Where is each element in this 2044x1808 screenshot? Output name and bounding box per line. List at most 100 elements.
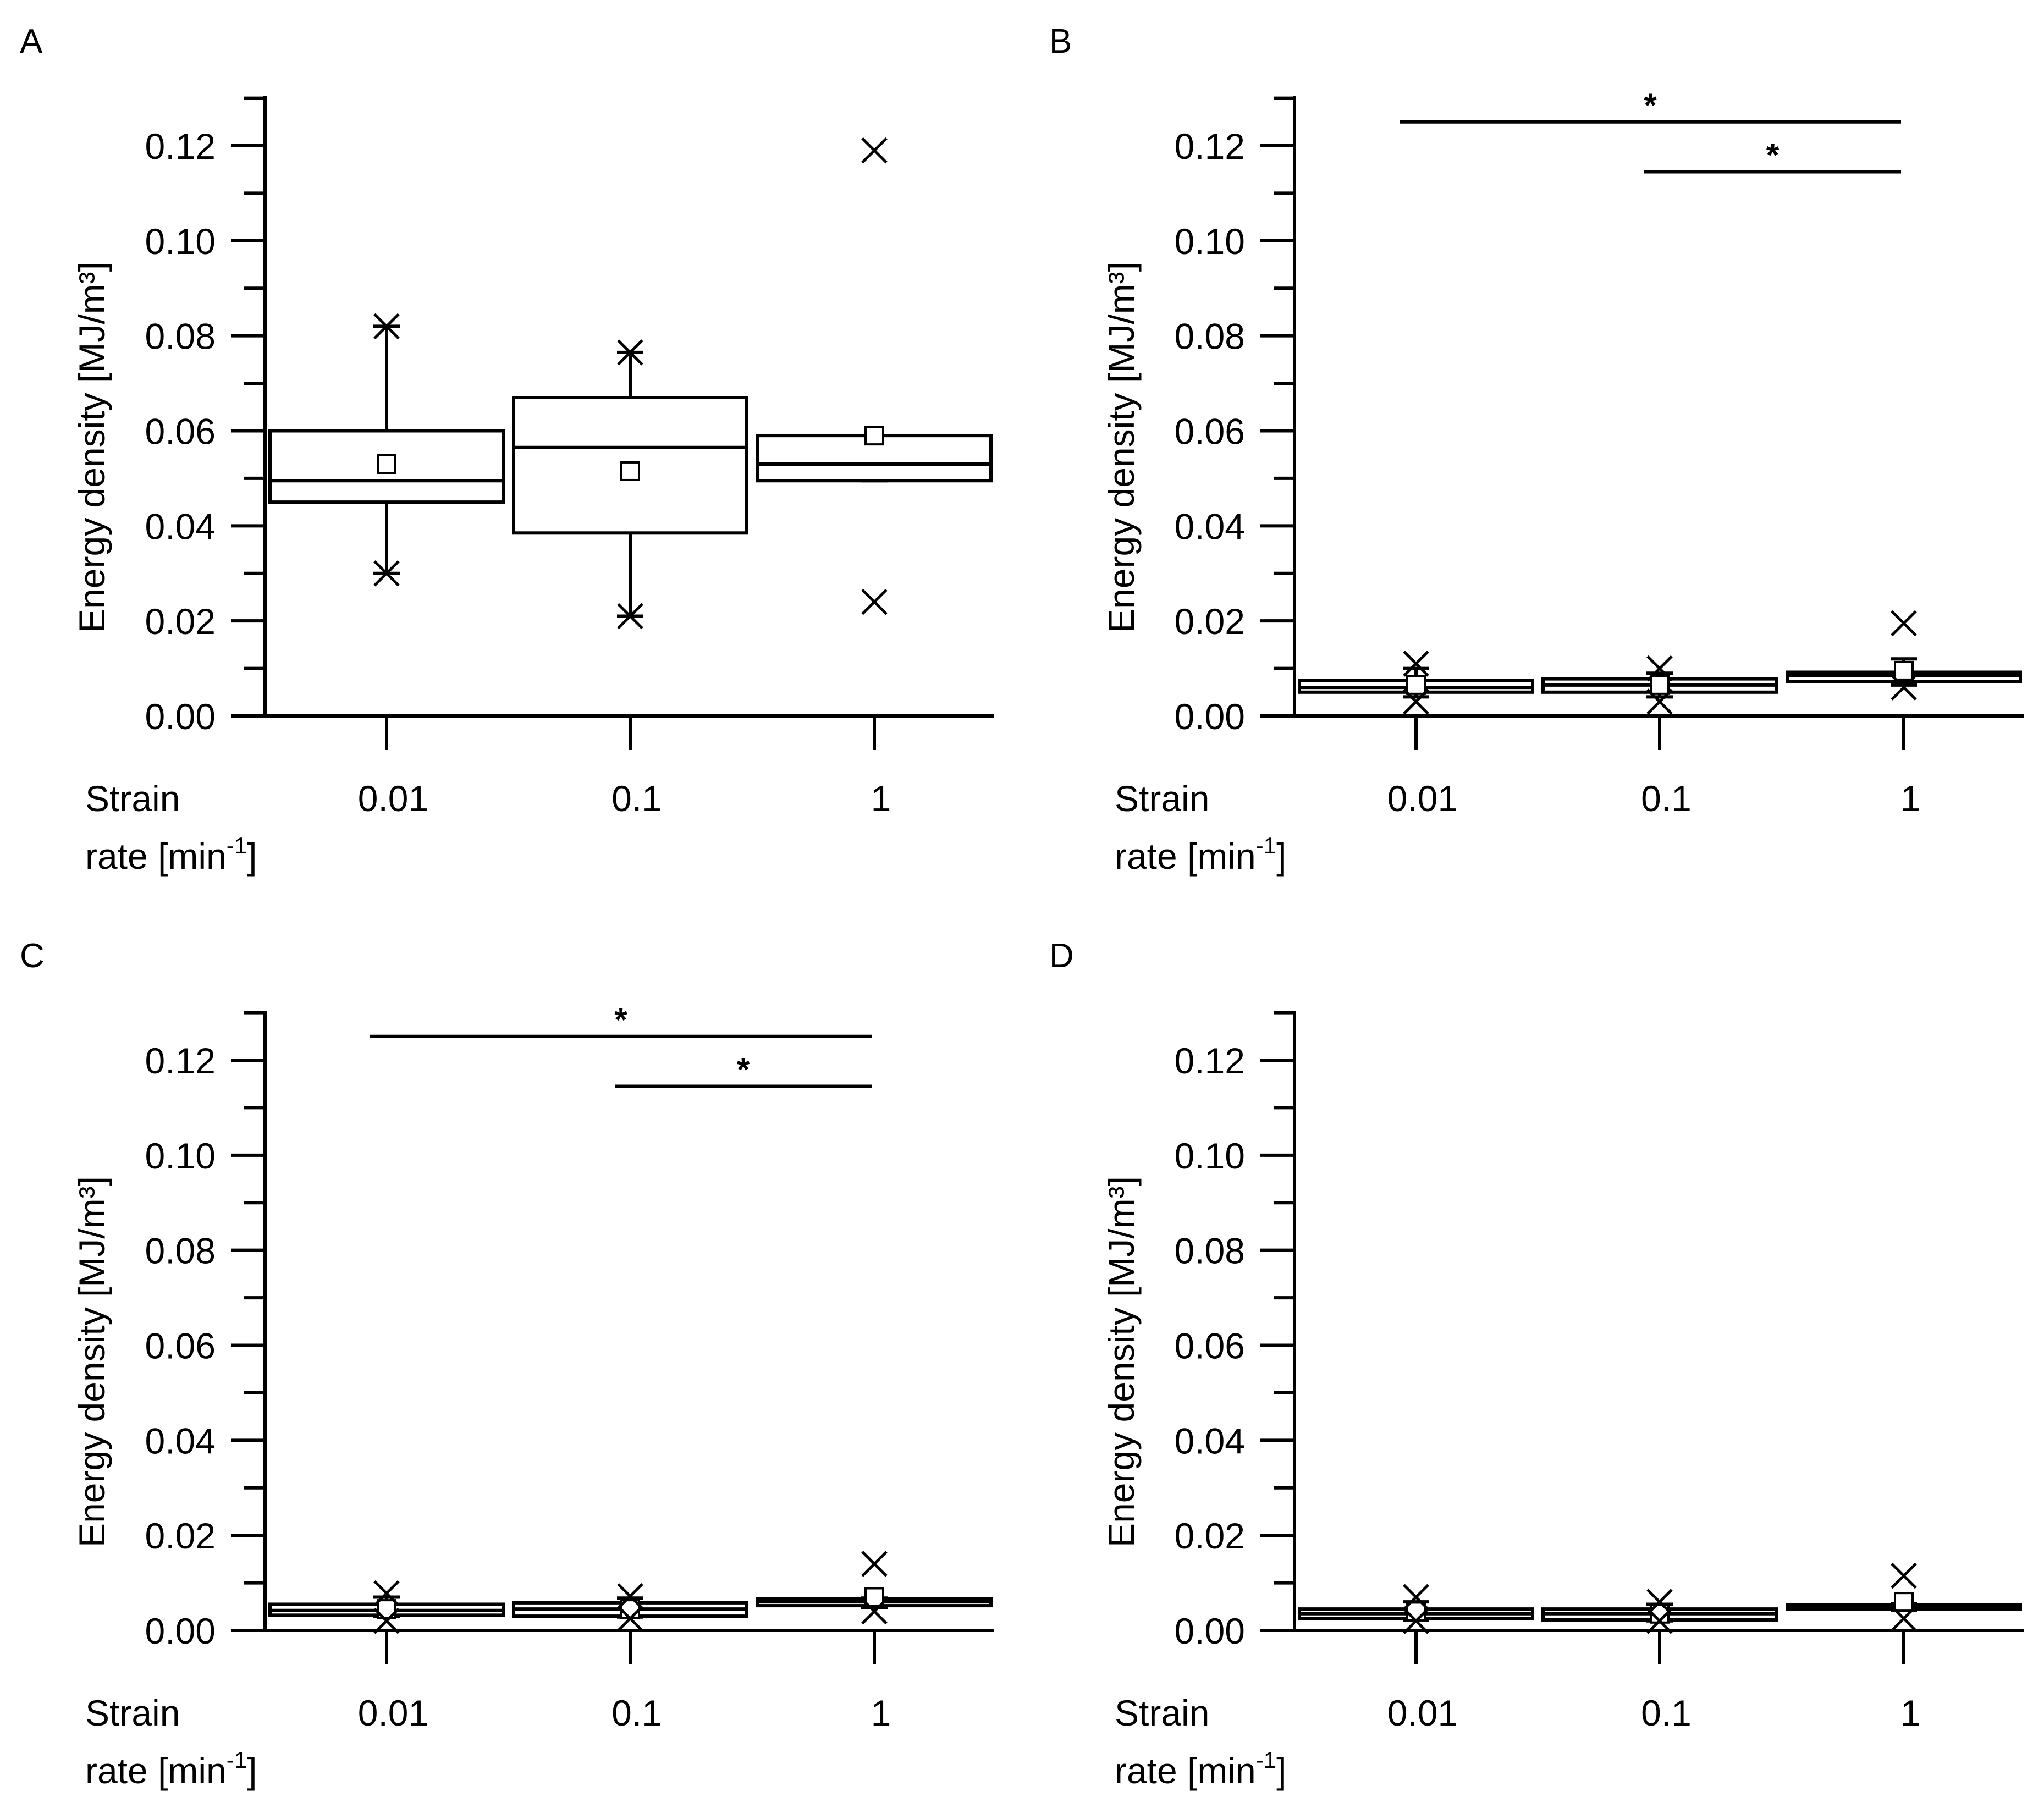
x-tick-label: 0.1 — [1641, 1693, 1692, 1733]
y-tick-label: 0.08 — [1175, 1231, 1245, 1271]
outlier-marker — [373, 313, 400, 340]
box-group-0.01 — [1298, 651, 1534, 715]
y-tick-label: 0.08 — [145, 316, 216, 357]
outlier-stroke — [1646, 688, 1673, 715]
panel-c: C 0.00 0.02 0.04 0.06 0.08 0.10 0.12 Energy dens… — [20, 937, 994, 1791]
x-tick-label: 0.01 — [1387, 1693, 1458, 1733]
mean-marker — [1406, 675, 1426, 695]
x-tick-label: 0.1 — [1641, 778, 1692, 819]
outlier-marker — [1646, 655, 1673, 682]
y-tick-label: 0.06 — [1175, 1326, 1245, 1366]
mean-marker — [620, 461, 640, 481]
y-tick-label: 0.00 — [145, 1611, 216, 1651]
x-tick-label: 1 — [871, 1693, 891, 1733]
outlier-stroke — [373, 560, 400, 587]
significance-star: * — [1766, 137, 1779, 174]
mean-marker — [864, 426, 884, 446]
y-tick-label: 0.04 — [145, 1420, 216, 1461]
outlier-marker — [1891, 1605, 1917, 1632]
box-group-0.01 — [268, 313, 505, 587]
y-axis-title: Energy density [MJ/m³] — [1101, 262, 1142, 633]
box-group-0.01 — [1298, 1584, 1534, 1634]
x-axis-title-bracket: ] — [1276, 1750, 1286, 1791]
x-tick-label: 0.01 — [358, 778, 428, 819]
y-axis-title: Energy density [MJ/m³] — [71, 1176, 112, 1547]
mean-marker — [1650, 675, 1670, 695]
outlier-stroke — [1403, 688, 1429, 715]
outlier-stroke — [1891, 674, 1917, 701]
y-tick-label: 0.10 — [145, 1135, 216, 1176]
outlier-stroke — [1403, 651, 1429, 677]
x-axis-title-bracket: ] — [1276, 836, 1286, 877]
significance-star: * — [614, 1001, 627, 1038]
outlier-stroke — [861, 1598, 888, 1625]
outlier-marker — [1403, 688, 1429, 715]
box-group-0.1 — [512, 1583, 748, 1632]
outlier-stroke — [861, 137, 888, 164]
outlier-marker — [861, 588, 888, 615]
outlier-stroke — [373, 1580, 400, 1607]
y-tick-label: 0.12 — [145, 126, 216, 167]
y-tick-label: 0.00 — [145, 696, 216, 737]
outlier-marker — [1891, 610, 1917, 637]
outlier-stroke — [861, 1551, 888, 1577]
y-tick-label: 0.12 — [145, 1040, 216, 1081]
box-group-0.1 — [1541, 1589, 1778, 1634]
y-tick-label: 0.04 — [1175, 1420, 1245, 1461]
outlier-stroke — [1891, 1562, 1917, 1589]
y-axis-title: Energy density [MJ/m³] — [71, 262, 112, 633]
y-tick-label: 0.02 — [145, 601, 216, 642]
outlier-marker — [1891, 674, 1917, 701]
outlier-marker — [617, 1583, 643, 1609]
x-tick-label: 1 — [1900, 778, 1921, 819]
y-tick-label: 0.12 — [1175, 1040, 1245, 1081]
panel-a: A 0.00 0.02 0.04 0.06 0.08 0.10 0.12 Energy dens… — [20, 23, 994, 877]
box-group-0.1 — [1541, 655, 1778, 715]
x-tick-label: 0.01 — [1387, 778, 1458, 819]
box-group-1 — [756, 137, 993, 615]
mean-marker — [377, 454, 396, 474]
y-tick-label: 0.06 — [145, 411, 216, 452]
outlier-stroke — [1403, 1584, 1429, 1611]
x-tick-label: 0.01 — [358, 1693, 428, 1733]
outlier-marker — [373, 1580, 400, 1607]
outlier-marker — [617, 339, 643, 366]
y-tick-label: 0.10 — [1175, 221, 1245, 262]
outlier-stroke — [1646, 655, 1673, 682]
panel-label: C — [20, 937, 45, 975]
outlier-stroke — [373, 313, 400, 340]
mean-marker — [1894, 660, 1914, 681]
outlier-stroke — [1646, 1589, 1673, 1615]
y-tick-label: 0.12 — [1175, 126, 1245, 167]
mean-marker — [1894, 1592, 1914, 1612]
y-tick-label: 0.08 — [1175, 316, 1245, 357]
outlier-marker — [1403, 1584, 1429, 1611]
outlier-stroke — [373, 1607, 400, 1634]
x-axis-title-superscript: -1 — [1256, 833, 1276, 858]
outlier-marker — [1891, 1562, 1917, 1589]
outlier-stroke — [1403, 1607, 1429, 1634]
x-tick-label: 1 — [871, 778, 891, 819]
x-tick-label: 1 — [1900, 1693, 1921, 1733]
outlier-marker — [617, 1605, 643, 1632]
outlier-stroke — [617, 603, 643, 630]
mean-marker — [864, 1587, 884, 1607]
significance-star: * — [737, 1051, 750, 1088]
outlier-marker — [861, 137, 888, 164]
panel-label: D — [1049, 937, 1074, 975]
outlier-stroke — [1891, 610, 1917, 637]
x-axis-title-line1: Strain — [85, 1693, 180, 1733]
outlier-marker — [617, 603, 643, 630]
outlier-marker — [861, 1598, 888, 1625]
x-axis-title-bracket: ] — [247, 836, 257, 877]
x-axis-title-superscript: -1 — [227, 1747, 247, 1773]
box-group-0.1 — [512, 339, 748, 630]
outlier-marker — [861, 1551, 888, 1577]
x-axis-title-superscript: -1 — [1256, 1747, 1276, 1773]
significance-star: * — [1644, 87, 1657, 124]
outlier-marker — [1646, 1607, 1673, 1634]
x-axis-title-bracket: ] — [247, 1750, 257, 1791]
x-axis-title-line1: Strain — [1115, 1693, 1209, 1733]
